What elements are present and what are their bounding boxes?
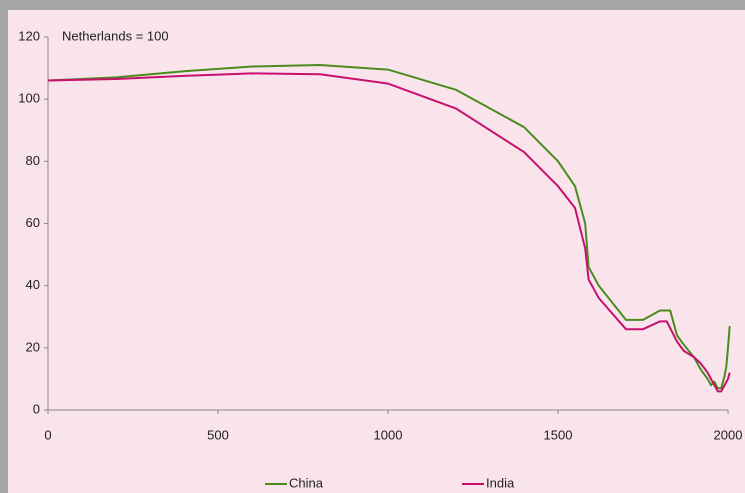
annotation: Netherlands = 100 — [62, 28, 169, 43]
x-tick-label: 1500 — [544, 427, 573, 442]
x-tick-label: 0 — [44, 427, 51, 442]
y-tick-label: 40 — [26, 277, 40, 292]
y-tick-label: 120 — [18, 28, 40, 43]
y-tick-label: 100 — [18, 91, 40, 106]
y-tick-label: 20 — [26, 339, 40, 354]
chart-background — [8, 10, 745, 493]
x-tick-label: 1000 — [374, 427, 403, 442]
series-line — [47, 72, 731, 393]
y-tick-label: 0 — [33, 401, 40, 416]
x-tick-label: 500 — [207, 427, 229, 442]
x-tick-label: 2000 — [714, 427, 743, 442]
series-line — [47, 63, 731, 390]
y-tick-label: 60 — [26, 215, 40, 230]
legend-label: India — [486, 475, 515, 490]
legend-label: China — [289, 475, 324, 490]
y-tick-label: 80 — [26, 153, 40, 168]
